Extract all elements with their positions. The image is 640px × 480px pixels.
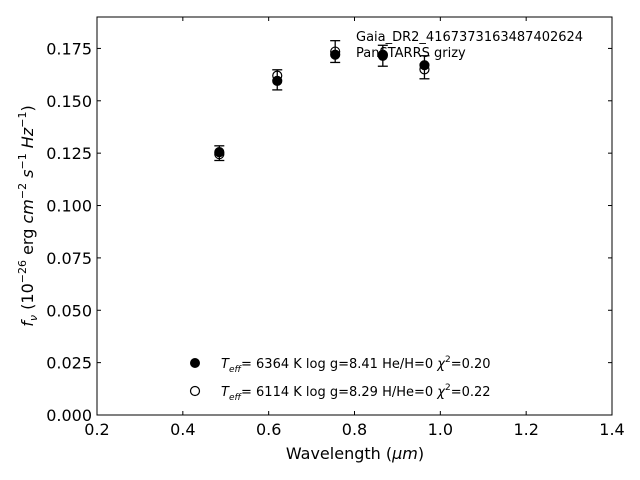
y-axis-title: fν (10−26 erg cm−2 s−1 Hz−1)	[16, 105, 40, 326]
y-axis-title-exp4: −1	[16, 112, 29, 128]
target-name-annotation: Gaia_DR2_4167373163487402624	[356, 30, 583, 45]
model-point-filled	[330, 49, 341, 60]
model-point-open	[330, 46, 341, 57]
legend-1-teff: T	[221, 357, 230, 372]
x-tick-label: 0.6	[256, 420, 281, 439]
legend-2-teff: T	[221, 385, 230, 400]
y-tick-label: 0.175	[46, 39, 92, 58]
legend-2-chi: χ	[436, 385, 446, 400]
legend-2-text: = 6114 K log g=8.29 H/He=0	[241, 385, 437, 400]
y-axis-title-open: (10	[18, 283, 37, 315]
model-point-open	[272, 70, 283, 81]
y-tick-label: 0.025	[46, 354, 92, 373]
legend-entry-2: Teff= 6114 K log g=8.29 H/He=0 χ2=0.22	[221, 383, 491, 403]
y-tick-label: 0.100	[46, 197, 92, 216]
x-tick-label: 0.2	[84, 420, 109, 439]
model-point-filled	[272, 75, 283, 86]
y-axis: 0.000 0.025 0.050 0.075 0.100 0.125 0.150 0.175	[46, 39, 612, 425]
model-point-open	[377, 49, 388, 60]
legend-entry-1: Teff= 6364 K log g=8.41 He/H=0 χ2=0.20	[221, 355, 491, 375]
survey-annotation: PanSTARRS grizy	[356, 46, 466, 61]
x-axis-title: Wavelength (μm)	[286, 444, 424, 463]
y-tick-label: 0.075	[46, 249, 92, 268]
legend-2-teff-sub: eff	[229, 393, 243, 403]
y-tick-label: 0.125	[46, 144, 92, 163]
legend-marker-filled	[190, 358, 200, 368]
x-axis-title-unit: μm	[391, 444, 418, 463]
x-axis-title-text: Wavelength (	[286, 444, 392, 463]
y-axis-title-s: s	[18, 170, 37, 183]
legend-1-chi-exp: 2	[445, 355, 451, 365]
x-tick-label: 0.8	[342, 420, 367, 439]
y-axis-title-sub: ν	[27, 315, 40, 321]
y-axis-title-cm: cm	[18, 199, 37, 223]
legend-marker-open	[189, 385, 201, 397]
y-axis-title-exp2: −2	[16, 183, 29, 199]
legend: Teff= 6364 K log g=8.41 He/H=0 χ2=0.20 T…	[189, 355, 491, 403]
y-tick-label: 0.050	[46, 301, 92, 320]
legend-1-chi-value: =0.20	[451, 357, 491, 372]
x-tick-label: 1.4	[599, 420, 624, 439]
model-point-open	[214, 149, 225, 160]
legend-2-chi-exp: 2	[445, 383, 451, 393]
x-axis-title-close: )	[418, 444, 424, 463]
x-tick-label: 0.4	[170, 420, 195, 439]
x-axis: 0.2 0.4 0.6 0.8 1.0 1.2 1.4	[84, 17, 625, 439]
legend-1-chi: χ	[436, 357, 446, 372]
y-axis-title-exp1: −26	[16, 260, 29, 283]
legend-1-text: = 6364 K log g=8.41 He/H=0	[241, 357, 437, 372]
y-axis-title-erg: erg	[18, 224, 37, 260]
y-axis-title-exp3: −1	[16, 153, 29, 169]
legend-1-teff-sub: eff	[229, 365, 243, 375]
y-tick-label: 0.150	[46, 92, 92, 111]
x-tick-label: 1.0	[428, 420, 453, 439]
model-point-open	[419, 64, 430, 75]
y-axis-title-hz: Hz	[18, 127, 37, 153]
data-markers	[214, 46, 430, 160]
x-tick-label: 1.2	[513, 420, 538, 439]
y-axis-title-close: )	[18, 105, 37, 111]
legend-2-chi-value: =0.22	[451, 385, 491, 400]
y-tick-label: 0.000	[46, 406, 92, 425]
y-axis-title-f: f	[18, 319, 37, 327]
